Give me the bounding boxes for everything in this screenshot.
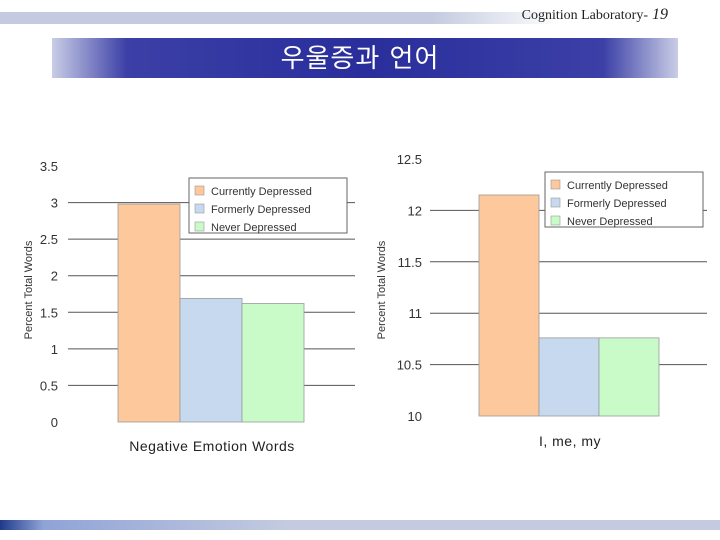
legend-box xyxy=(188,177,348,234)
y-axis-label: Percent Total Words xyxy=(23,240,35,339)
bar-never-depressed xyxy=(241,303,305,423)
bar-currently-depressed xyxy=(478,194,540,417)
y-tick-label: 11 xyxy=(409,306,423,321)
bar-formerly-depressed xyxy=(538,337,600,417)
legend-swatch xyxy=(194,221,205,232)
title-banner xyxy=(52,38,678,78)
legend-entry: Formerly Depressed xyxy=(211,204,311,216)
y-tick-label: 10.5 xyxy=(397,358,422,373)
header-lab-label: Cognition Laboratory- 19 xyxy=(522,6,668,24)
legend-entry: Never Depressed xyxy=(211,222,297,234)
page-number: 19 xyxy=(652,6,668,23)
legend-swatch xyxy=(550,179,561,190)
legend-entry: Currently Depressed xyxy=(211,186,312,198)
y-tick-label: 3 xyxy=(51,196,58,211)
y-tick-label: 12 xyxy=(408,203,422,218)
y-tick-label: 1 xyxy=(51,342,58,357)
x-axis-label: I, me, my xyxy=(539,433,601,449)
y-axis-label: Percent Total Words xyxy=(376,240,388,339)
legend-box xyxy=(544,171,704,228)
y-tick-label: 11.5 xyxy=(398,255,422,270)
slide-title: 우울증과 언어 xyxy=(280,44,440,74)
bar-formerly-depressed xyxy=(179,297,243,423)
legend-swatch xyxy=(194,185,205,196)
lab-name: Cognition Laboratory- xyxy=(521,8,648,23)
y-tick-label: 3.5 xyxy=(40,159,58,174)
legend-swatch xyxy=(550,197,561,208)
legend-entry: Currently Depressed xyxy=(567,180,668,192)
top-decorative-bar xyxy=(0,12,720,24)
y-tick-label: 1.5 xyxy=(40,305,58,320)
y-tick-label: 12.5 xyxy=(397,152,422,167)
legend-entry: Formerly Depressed xyxy=(567,198,667,210)
legend-swatch xyxy=(550,215,561,226)
y-tick-label: 2.5 xyxy=(40,232,58,247)
bottom-decorative-bar xyxy=(0,520,720,530)
y-tick-label: 10 xyxy=(408,409,422,424)
y-tick-label: 0 xyxy=(51,415,58,430)
y-tick-label: 2 xyxy=(51,269,58,284)
bar-currently-depressed xyxy=(117,203,181,423)
x-axis-label: Negative Emotion Words xyxy=(129,438,295,454)
legend-entry: Never Depressed xyxy=(567,216,653,228)
bar-never-depressed xyxy=(598,337,660,417)
y-tick-label: 0.5 xyxy=(40,378,58,393)
legend-swatch xyxy=(194,203,205,214)
